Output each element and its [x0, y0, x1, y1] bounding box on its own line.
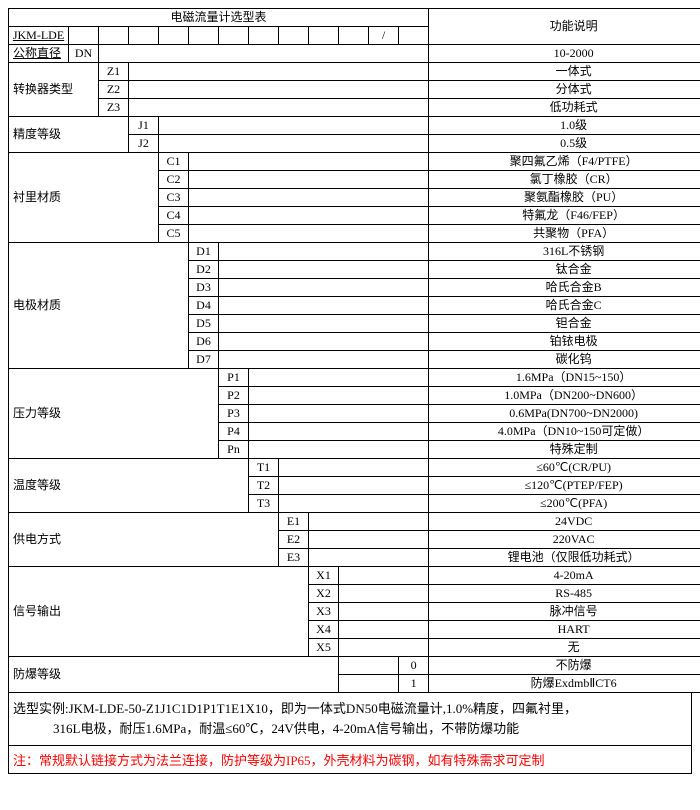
ex-label: 防爆等级: [9, 657, 339, 693]
conv-desc-0: 一体式: [429, 63, 700, 81]
title: 电磁流量计选型表: [9, 9, 429, 27]
conv-label: 转换器类型: [9, 63, 99, 117]
liner-label: 衬里材质: [9, 153, 159, 243]
acc-desc-1: 0.5级: [429, 135, 700, 153]
temp-label: 温度等级: [9, 459, 249, 513]
conv-code-1: Z2: [99, 81, 129, 99]
conv-code-0: Z1: [99, 63, 129, 81]
slash: /: [369, 27, 399, 45]
acc-code-1: J2: [129, 135, 159, 153]
dn-desc: 10-2000: [429, 45, 700, 63]
dn-code: DN: [69, 45, 99, 63]
pres-label: 压力等级: [9, 369, 219, 459]
acc-label: 精度等级: [9, 117, 129, 153]
conv-desc-1: 分体式: [429, 81, 700, 99]
selection-table: 电磁流量计选型表 功能说明 JKM-LDE / 公称直径 DN 10-2000 …: [8, 8, 700, 693]
liner-desc-0: 聚四氟乙烯（F4/PTFE）: [429, 153, 700, 171]
liner-code-0: C1: [159, 153, 189, 171]
conv-code-2: Z3: [99, 99, 129, 117]
acc-desc-0: 1.0级: [429, 117, 700, 135]
pwr-label: 供电方式: [9, 513, 279, 567]
dn-label: 公称直径: [9, 45, 69, 63]
sig-label: 信号输出: [9, 567, 309, 657]
elec-label: 电极材质: [9, 243, 189, 369]
func-header: 功能说明: [429, 9, 700, 45]
example-text: 选型实例:JKM-LDE-50-Z1J1C1D1P1T1E1X10，即为一体式D…: [8, 693, 692, 746]
note-text: 注：常规默认链接方式为法兰连接，防护等级为IP65，外壳材料为碳钢，如有特殊需求…: [8, 746, 692, 774]
model-code: JKM-LDE: [9, 27, 69, 45]
acc-code-0: J1: [129, 117, 159, 135]
conv-desc-2: 低功耗式: [429, 99, 700, 117]
